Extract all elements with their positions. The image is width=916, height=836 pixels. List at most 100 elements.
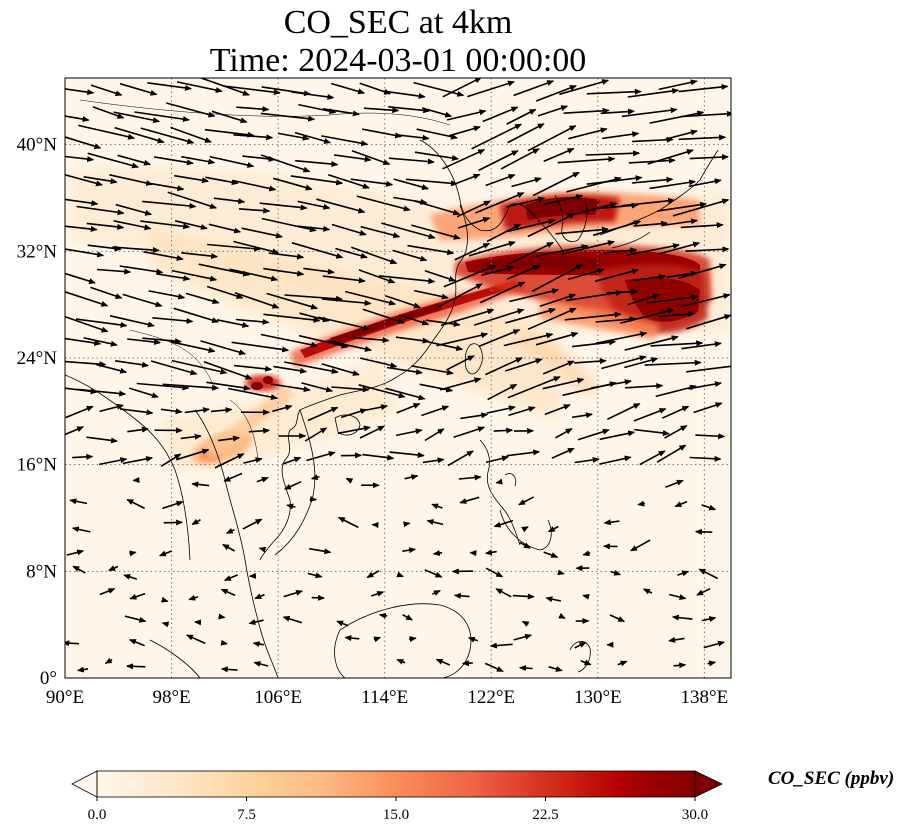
wind-arrow [649,110,705,124]
wind-arrow [402,613,413,621]
wind-arrow [248,427,271,434]
wind-arrow [422,457,445,464]
wind-arrow [542,377,585,390]
wind-arrow [273,365,308,374]
lon-tick-label: 122°E [467,687,515,708]
wind-arrow [689,154,729,161]
wind-arrow [65,426,85,436]
wind-arrow [205,176,239,186]
wind-arrow [602,131,640,140]
wind-arrow [484,662,504,673]
wind-arrow [681,341,722,350]
wind-arrow [65,155,95,163]
wind-arrow [393,178,430,190]
wind-arrow [140,127,195,145]
wind-arrow [518,665,533,672]
wind-arrow [128,387,159,399]
wind-arrow [298,334,349,349]
wind-arrow [263,267,305,277]
wind-arrow [129,550,137,557]
wind-arrow [282,615,303,624]
wind-arrow [624,335,679,351]
wind-arrow [674,500,688,508]
wind-arrow [431,589,441,596]
wind-arrow [599,455,632,465]
wind-arrow [563,107,610,114]
wind-arrow [595,316,637,323]
wind-arrow [574,641,587,649]
wind-arrow [160,453,182,467]
wind-arrow [307,406,339,422]
wind-arrow [571,339,617,348]
wind-arrow [398,314,430,326]
colorbar-label: CO_SEC (ppbv) [768,768,895,789]
wind-arrow [686,365,731,373]
wind-arrow [403,521,411,528]
wind-arrow [655,384,697,398]
wind-arrow [370,591,385,597]
wind-arrow [128,638,145,647]
wind-arrow [507,218,556,233]
wind-arrow [545,596,562,603]
wind-arrow [87,152,139,169]
wind-arrow [337,516,359,529]
wind-arrow [392,249,428,262]
wind-arrow [537,105,569,117]
wind-arrow [627,293,661,306]
wind-arrow [254,593,265,600]
lat-tick-label: 32°N [17,241,58,262]
wind-arrow [396,134,430,141]
wind-arrow [600,108,635,115]
wind-arrow [424,569,443,578]
wind-arrow [388,157,435,165]
wind-arrow [656,444,687,463]
wind-arrow [299,312,330,323]
wind-arrow [147,82,192,91]
wind-vector-layer [65,78,731,673]
wind-arrow [688,381,722,390]
wind-arrow [707,660,717,667]
wind-arrow [113,111,161,124]
wind-arrow [234,291,280,309]
wind-arrow [213,197,246,205]
wind-arrow [673,662,687,669]
wind-arrow [481,265,515,276]
wind-arrow [543,147,575,163]
wind-arrow [535,331,579,346]
wind-arrow [393,196,428,205]
wind-arrow [220,666,238,673]
wind-arrow [506,449,541,457]
wind-arrow [266,292,319,310]
wind-arrow [411,365,454,376]
wind-arrow [485,549,497,556]
wind-arrow [649,179,697,190]
colorbar-bar [97,771,695,797]
wind-arrow [599,430,636,441]
wind-arrow [211,110,248,124]
wind-arrow [233,134,274,141]
wind-arrow [592,220,642,237]
wind-arrow [124,615,147,623]
wind-arrow [122,293,163,308]
wind-arrow [561,240,615,255]
wind-arrow [333,154,372,163]
wind-arrow [360,225,401,239]
wind-arrow [252,641,264,647]
lon-tick-label: 114°E [361,687,408,708]
wind-arrow [659,311,696,318]
wind-arrow [284,361,339,375]
wind-arrow [677,570,690,577]
wind-arrow [309,547,332,555]
wind-arrow [633,220,669,227]
wind-arrow [610,569,622,576]
wind-arrow [414,200,461,216]
wind-arrow [577,428,610,441]
wind-arrow [425,319,461,328]
wind-arrow [83,176,118,185]
wind-arrow [493,519,514,528]
wind-arrow [461,660,473,667]
wind-arrow [468,240,516,257]
wind-arrow [630,539,651,552]
wind-arrow [136,382,190,391]
wind-arrow [65,248,105,258]
